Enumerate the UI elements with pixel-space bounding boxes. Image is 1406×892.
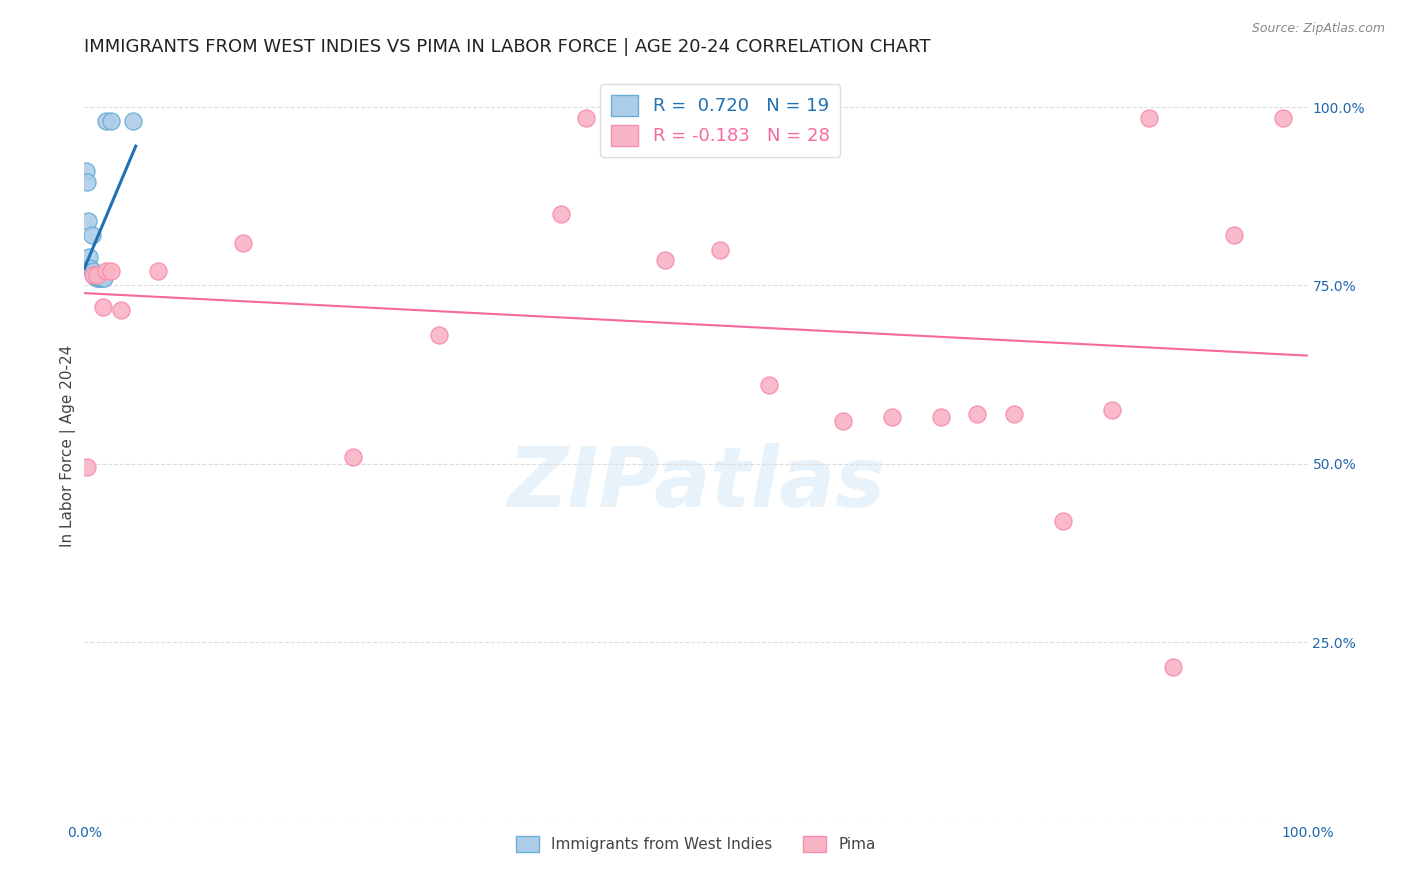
Point	[77, 214, 100, 228]
Point	[96, 264, 118, 278]
Point	[709, 243, 731, 257]
Point	[91, 271, 114, 285]
Point	[654, 253, 676, 268]
Point	[75, 164, 97, 178]
Point	[110, 303, 132, 318]
Y-axis label: In Labor Force | Age 20-24: In Labor Force | Age 20-24	[60, 345, 76, 547]
Point	[76, 175, 98, 189]
Point	[90, 271, 112, 285]
Point	[880, 410, 903, 425]
Point	[100, 114, 122, 128]
Point	[1161, 660, 1184, 674]
Point	[831, 414, 853, 428]
Point	[232, 235, 254, 250]
Point	[550, 207, 572, 221]
Point	[82, 268, 104, 282]
Point	[1272, 111, 1295, 125]
Point	[87, 271, 110, 285]
Point	[342, 450, 364, 464]
Text: IMMIGRANTS FROM WEST INDIES VS PIMA IN LABOR FORCE | AGE 20-24 CORRELATION CHART: IMMIGRANTS FROM WEST INDIES VS PIMA IN L…	[84, 38, 931, 56]
Point	[427, 328, 450, 343]
Point	[87, 271, 110, 285]
Point	[83, 268, 105, 282]
Point	[86, 271, 108, 285]
Point	[1101, 403, 1123, 417]
Point	[599, 111, 621, 125]
Point	[91, 300, 114, 314]
Point	[100, 264, 122, 278]
Point	[82, 264, 104, 278]
Point	[966, 407, 988, 421]
Point	[89, 271, 111, 285]
Point	[80, 228, 103, 243]
Point	[79, 260, 101, 275]
Point	[146, 264, 169, 278]
Point	[84, 269, 107, 284]
Point	[86, 268, 108, 282]
Legend: Immigrants from West Indies, Pima: Immigrants from West Indies, Pima	[510, 830, 882, 858]
Point	[96, 114, 118, 128]
Text: ZIPatlas: ZIPatlas	[508, 443, 884, 524]
Point	[93, 271, 115, 285]
Point	[1137, 111, 1160, 125]
Point	[77, 250, 100, 264]
Point	[122, 114, 145, 128]
Point	[76, 460, 98, 475]
Point	[758, 378, 780, 392]
Point	[575, 111, 598, 125]
Text: Source: ZipAtlas.com: Source: ZipAtlas.com	[1251, 22, 1385, 36]
Point	[1223, 228, 1246, 243]
Point	[1002, 407, 1025, 421]
Point	[1052, 514, 1074, 528]
Point	[929, 410, 952, 425]
